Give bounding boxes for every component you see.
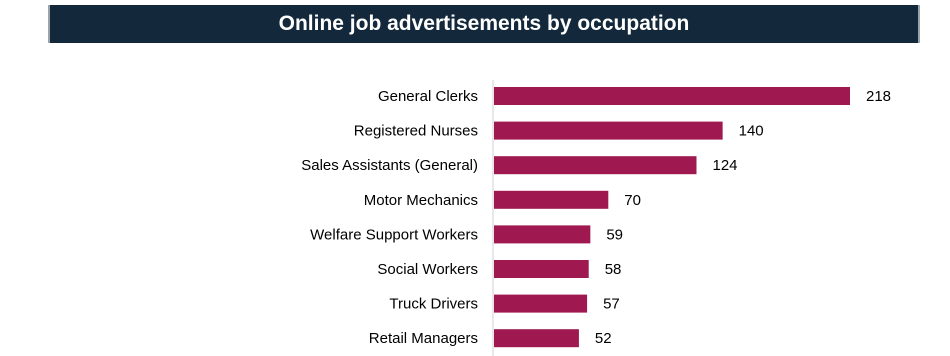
category-label-social-workers: Social Workers: [377, 261, 478, 278]
bar-motor-mechanics: [494, 190, 609, 209]
value-label-social-workers: 58: [605, 261, 622, 278]
category-label-registered-nurses: Registered Nurses: [354, 123, 478, 140]
category-label-sales-assistants-general: Sales Assistants (General): [301, 157, 478, 174]
bar-social-workers: [494, 260, 589, 278]
bar-truck-drivers: [494, 294, 588, 313]
category-label-truck-drivers: Truck Drivers: [389, 296, 478, 313]
bar-general-clerks: [494, 87, 850, 105]
bar-registered-nurses: [494, 121, 723, 140]
value-label-sales-assistants-general: 124: [712, 157, 737, 174]
bars-group: General Clerks 218 Registered Nurses 140 Sal…: [301, 87, 891, 348]
category-label-general-clerks: General Clerks: [378, 88, 478, 105]
value-label-general-clerks: 218: [866, 88, 891, 105]
value-label-truck-drivers: 57: [603, 296, 620, 313]
category-label-welfare-support-workers: Welfare Support Workers: [310, 226, 478, 243]
category-label-motor-mechanics: Motor Mechanics: [364, 192, 478, 209]
bar-sales-assistants-general: [494, 156, 697, 175]
value-label-registered-nurses: 140: [739, 123, 764, 140]
chart-title: Online job advertisements by occupation: [278, 12, 690, 35]
value-label-motor-mechanics: 70: [624, 192, 641, 209]
value-label-welfare-support-workers: 59: [606, 226, 623, 243]
bar-retail-managers: [494, 329, 579, 348]
value-label-retail-managers: 52: [595, 330, 612, 347]
chart-title-bar: Online job advertisements by occupation: [48, 5, 920, 43]
category-label-retail-managers: Retail Managers: [369, 330, 478, 347]
bar-welfare-support-workers: [494, 225, 591, 244]
